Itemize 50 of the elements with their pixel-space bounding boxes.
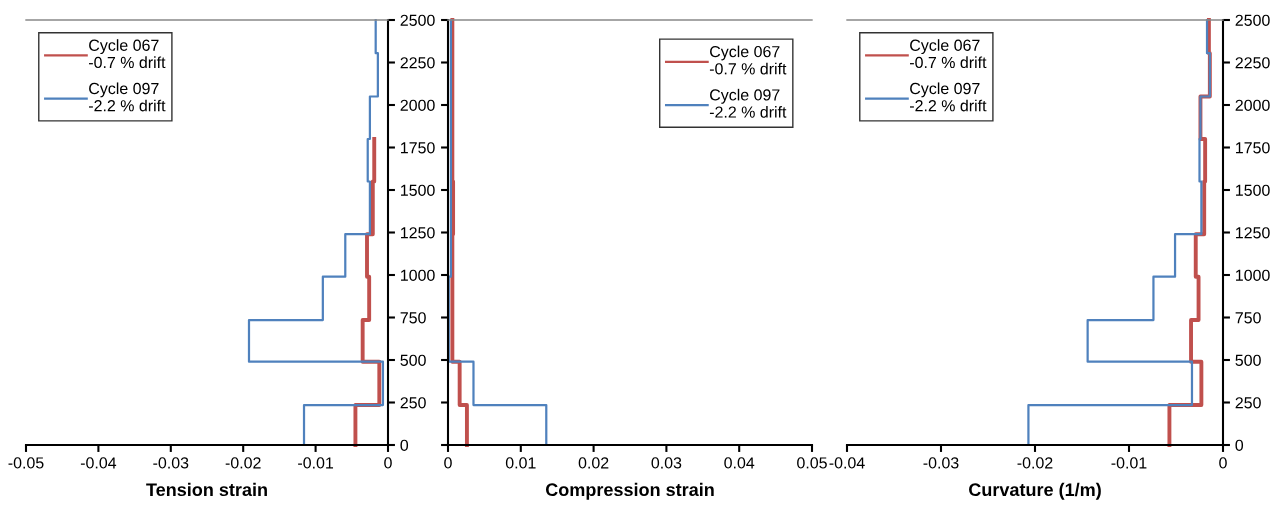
x-tick-label: 0.01 xyxy=(505,457,536,469)
x-tick-label: -0.04 xyxy=(80,457,117,469)
x-axis-title: Curvature (1/m) xyxy=(969,482,1101,500)
y-tick-label: 2000 xyxy=(400,99,435,111)
legend-label: Cycle 067 -0.7 % drift xyxy=(89,39,166,69)
x-tick-label: 0.04 xyxy=(724,457,755,469)
y-tick-label: 0 xyxy=(400,439,409,451)
y-tick-label: 1000 xyxy=(401,269,435,281)
y-tick-label: 1000 xyxy=(1236,269,1270,281)
x-tick-label: -0.03 xyxy=(923,457,959,469)
y-tick-label: 2250 xyxy=(1235,57,1270,69)
x-tick-label: 0 xyxy=(384,457,392,469)
x-axis-title: Tension strain xyxy=(146,482,267,497)
y-tick-label: 1750 xyxy=(401,142,435,154)
x-tick-label: 0.02 xyxy=(578,457,609,469)
legend-label: Cycle 067 -0.7 % drift xyxy=(709,45,787,75)
y-tick-label: 750 xyxy=(1235,312,1261,324)
y-tick-label: 1250 xyxy=(1236,227,1270,239)
x-tick-label: 0 xyxy=(444,457,452,469)
y-tick-label: 750 xyxy=(400,312,426,324)
y-tick-label: 2500 xyxy=(400,14,435,26)
x-tick-label: -0.05 xyxy=(8,457,44,469)
y-tick-label: 1500 xyxy=(1236,184,1270,196)
x-tick-label: -0.01 xyxy=(298,457,334,469)
x-tick-label: -0.04 xyxy=(829,457,865,469)
legend-label: Cycle 097 -2.2 % drift xyxy=(89,82,166,112)
y-tick-label: 2250 xyxy=(400,57,435,69)
legend-label: Cycle 067 -0.7 % drift xyxy=(910,39,987,69)
x-tick-label: -0.02 xyxy=(1017,457,1053,469)
x-tick-label: 0.03 xyxy=(651,457,682,469)
y-tick-label: 1750 xyxy=(1236,142,1270,154)
line-series xyxy=(247,18,385,447)
y-tick-label: 2500 xyxy=(1235,14,1270,26)
legend-label: Cycle 097 -2.2 % drift xyxy=(910,82,987,112)
line-series xyxy=(1027,18,1211,447)
legend-label: Cycle 097 -2.2 % drift xyxy=(709,88,787,118)
y-tick-label: 250 xyxy=(1235,397,1261,409)
y-tick-label: 250 xyxy=(400,397,426,409)
y-tick-label: 2000 xyxy=(1235,99,1270,111)
x-axis-title: Compression strain xyxy=(545,482,714,500)
y-tick-label: 500 xyxy=(400,354,426,366)
x-tick-label: 0.05 xyxy=(797,457,827,469)
x-tick-label: -0.03 xyxy=(153,457,189,469)
y-tick-label: 1250 xyxy=(401,227,435,239)
x-tick-label: -0.02 xyxy=(225,457,261,469)
y-tick-label: 0 xyxy=(1235,439,1244,451)
x-tick-label: -0.01 xyxy=(1111,457,1147,469)
y-tick-label: 500 xyxy=(1235,354,1261,366)
x-tick-label: 0 xyxy=(1219,457,1227,469)
y-tick-label: 1500 xyxy=(401,184,435,196)
